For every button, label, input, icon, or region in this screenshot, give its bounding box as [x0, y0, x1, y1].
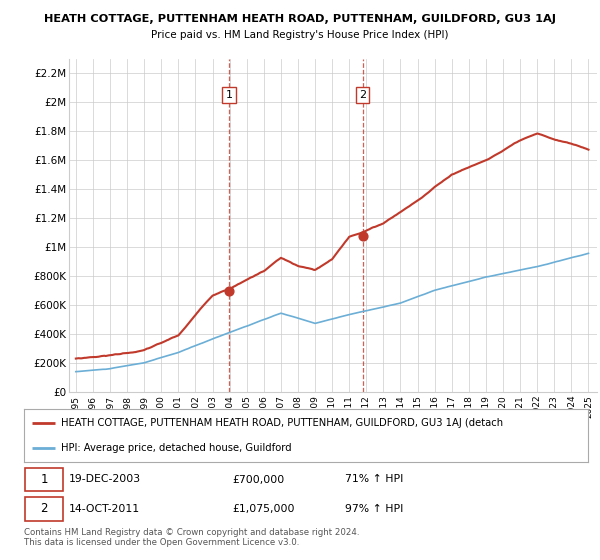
Text: 2: 2 — [41, 502, 48, 515]
Point — [224, 286, 234, 295]
Text: 1: 1 — [41, 473, 48, 486]
Text: Price paid vs. HM Land Registry's House Price Index (HPI): Price paid vs. HM Land Registry's House … — [151, 30, 449, 40]
FancyBboxPatch shape — [25, 497, 64, 521]
Text: HEATH COTTAGE, PUTTENHAM HEATH ROAD, PUTTENHAM, GUILDFORD, GU3 1AJ (detach: HEATH COTTAGE, PUTTENHAM HEATH ROAD, PUT… — [61, 418, 503, 428]
Text: 1: 1 — [226, 90, 232, 100]
Text: HEATH COTTAGE, PUTTENHAM HEATH ROAD, PUTTENHAM, GUILDFORD, GU3 1AJ: HEATH COTTAGE, PUTTENHAM HEATH ROAD, PUT… — [44, 14, 556, 24]
Text: £1,075,000: £1,075,000 — [233, 504, 295, 514]
Text: Contains HM Land Registry data © Crown copyright and database right 2024.
This d: Contains HM Land Registry data © Crown c… — [24, 528, 359, 547]
Text: 14-OCT-2011: 14-OCT-2011 — [69, 504, 140, 514]
Text: £700,000: £700,000 — [233, 474, 285, 484]
Text: 2: 2 — [359, 90, 366, 100]
FancyBboxPatch shape — [25, 468, 64, 491]
Text: 19-DEC-2003: 19-DEC-2003 — [69, 474, 141, 484]
Point — [358, 232, 368, 241]
Text: 71% ↑ HPI: 71% ↑ HPI — [346, 474, 404, 484]
Text: 97% ↑ HPI: 97% ↑ HPI — [346, 504, 404, 514]
Text: HPI: Average price, detached house, Guildford: HPI: Average price, detached house, Guil… — [61, 442, 291, 452]
